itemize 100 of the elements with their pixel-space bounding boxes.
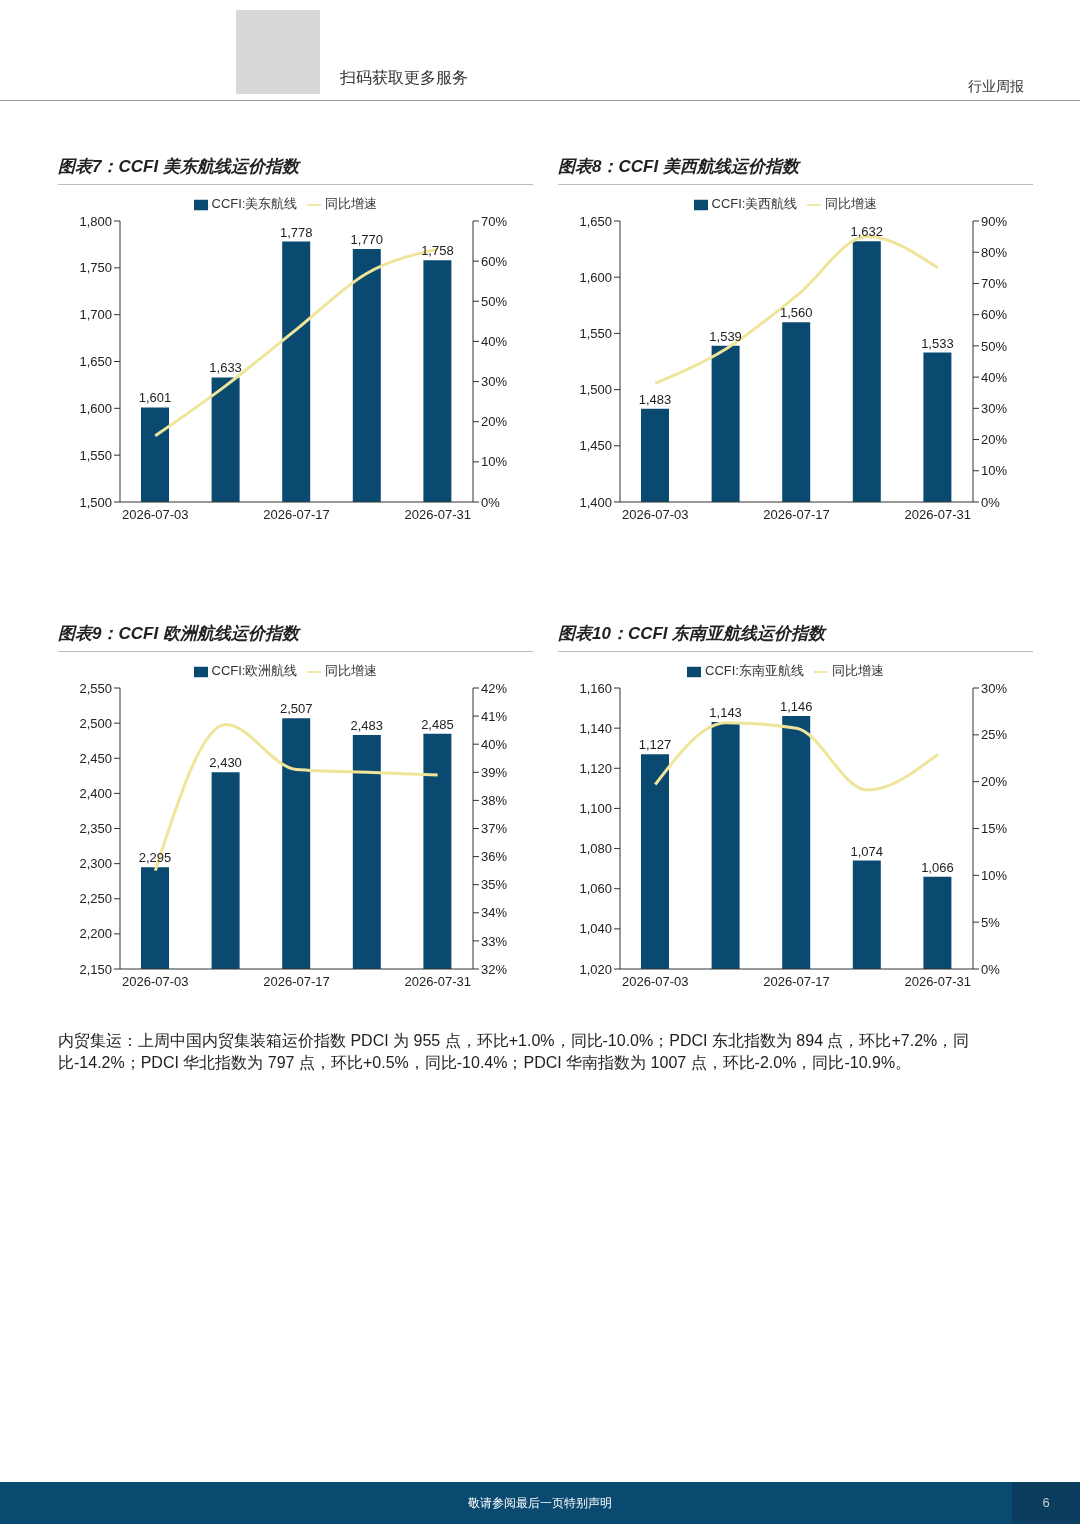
chart-title: 图表10：CCFI 东南亚航线运价指数 [558,622,1033,652]
y-tick-label: 2,350 [79,821,112,837]
y-tick-label: 2,550 [79,680,112,696]
legend-label: 同比增速 [325,663,378,678]
y2-tick-label: 35% [481,877,508,893]
x-tick-label: 2026-07-17 [763,974,830,990]
data-label: 1,633 [209,360,242,376]
y-tick-label: 2,450 [79,750,112,766]
y2-tick-label: 60% [481,253,508,269]
y-tick-label: 1,600 [79,400,112,416]
y2-tick-label: 37% [481,821,508,837]
y-tick-label: 1,140 [579,720,612,736]
data-label: 1,778 [279,224,313,240]
data-label: 1,758 [421,243,454,259]
data-label: 2,483 [350,718,384,734]
legend-label: CCFI:欧洲航线 [211,663,298,678]
y2-tick-label: 40% [481,334,508,350]
y2-tick-label: 20% [481,414,508,430]
y2-tick-label: 40% [981,369,1008,385]
x-tick-label: 2026-07-17 [263,507,330,523]
x-tick-label: 2026-07-03 [122,974,189,990]
y2-tick-label: 0% [981,494,1001,510]
chart-title: 图表8：CCFI 美西航线运价指数 [558,155,1033,185]
data-label: 2,485 [421,716,454,732]
y2-tick-label: 10% [981,463,1008,479]
y2-tick-label: 32% [481,961,508,977]
y-tick-label: 1,100 [579,801,612,817]
y2-tick-label: 41% [481,708,508,724]
y2-tick-label: 25% [981,727,1008,743]
legend-label: CCFI:东南亚航线 [705,663,804,678]
text: 6 [1042,1495,1050,1510]
y2-tick-label: 10% [981,867,1008,883]
y2-tick-label: 38% [481,793,508,809]
data-label: 1,601 [138,390,172,406]
data-label: 1,539 [709,328,742,344]
y2-tick-label: 20% [981,774,1008,790]
y2-tick-label: 15% [981,821,1008,837]
x-tick-label: 2026-07-31 [904,507,971,523]
y-tick-label: 1,020 [579,961,612,977]
y2-tick-label: 50% [981,338,1008,354]
y2-tick-label: 42% [481,680,508,696]
x-tick-label: 2026-07-31 [904,974,971,990]
y2-tick-label: 90% [981,213,1008,229]
data-label: 1,483 [638,391,672,407]
y2-tick-label: 80% [981,244,1008,260]
y-tick-label: 1,060 [579,881,612,897]
y-tick-label: 1,040 [579,921,612,937]
data-label: 1,127 [638,737,672,753]
y-tick-label: 1,650 [79,354,112,370]
y2-tick-label: 40% [481,736,508,752]
text: 行业周报 [968,78,1024,94]
y2-tick-label: 20% [981,432,1008,448]
y-tick-label: 1,500 [579,382,612,398]
x-tick-label: 2026-07-17 [763,507,830,523]
y2-tick-label: 30% [481,374,508,390]
x-tick-label: 2026-07-03 [622,974,689,990]
y2-tick-label: 36% [481,849,508,865]
y2-tick-label: 34% [481,905,508,921]
y2-tick-label: 70% [481,213,508,229]
y2-tick-label: 39% [481,764,508,780]
text: 扫码获取更多服务 [340,69,468,86]
legend-label: 同比增速 [325,196,378,211]
text: 内贸集运：上周中国内贸集装箱运价指数 PDCI 为 955 点，环比+1.0%，同比-10.0%；PDCI 东北指数为 894 点，环比+7.2%，同比-14.2%；PDCI 华北指数为 797 点，环比+0.5%，同比-10.4%；PDCI 华南指数为 1007 点，环比-2.0%，同比-10.9%。 [58,1032,970,1071]
y-tick-label: 1,500 [79,494,112,510]
y2-tick-label: 60% [981,307,1008,323]
y2-tick-label: 70% [981,276,1008,292]
data-label: 2,295 [138,850,172,866]
y2-tick-label: 0% [981,961,1001,977]
y-tick-label: 1,450 [579,438,612,454]
y-tick-label: 1,700 [79,307,112,323]
y2-tick-label: 30% [981,400,1008,416]
y2-tick-label: 33% [481,933,508,949]
legend-label: 同比增速 [831,663,884,678]
data-label: 1,074 [850,843,884,859]
legend-label: CCFI:美东航线 [211,196,298,211]
y-tick-label: 2,250 [79,891,112,907]
data-label: 1,770 [350,232,384,248]
y2-tick-label: 30% [981,680,1008,696]
y-tick-label: 1,800 [79,213,112,229]
data-label: 1,533 [921,335,954,351]
y2-tick-label: 10% [481,454,508,470]
data-label: 2,507 [279,701,313,717]
y-tick-label: 1,160 [579,680,612,696]
y2-tick-label: 5% [981,914,1001,930]
y-tick-label: 1,550 [79,447,112,463]
x-tick-label: 2026-07-31 [404,507,471,523]
x-tick-label: 2026-07-03 [122,507,189,523]
x-tick-label: 2026-07-03 [622,507,689,523]
data-label: 2,430 [209,755,242,771]
data-label: 1,066 [921,859,954,875]
y-tick-label: 1,600 [579,269,612,285]
y-tick-label: 1,750 [79,260,112,276]
x-tick-label: 2026-07-31 [404,974,471,990]
chart-title: 图表7：CCFI 美东航线运价指数 [58,155,533,185]
y-tick-label: 2,200 [79,926,112,942]
y2-tick-label: 0% [481,494,501,510]
data-label: 1,143 [709,705,742,721]
y-tick-label: 1,080 [579,841,612,857]
x-tick-label: 2026-07-17 [263,974,330,990]
y-tick-label: 2,400 [79,785,112,801]
